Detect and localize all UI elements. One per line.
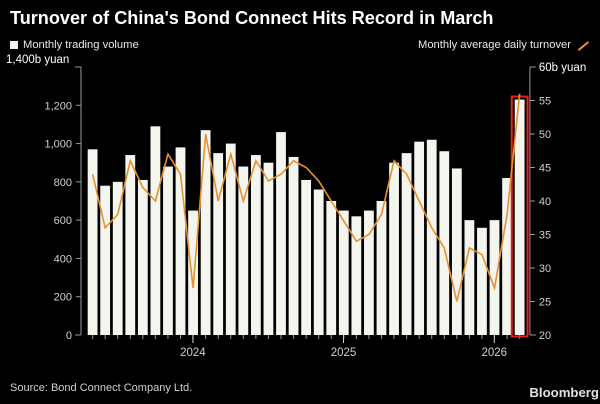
svg-text:0: 0 <box>66 330 72 342</box>
svg-text:50: 50 <box>539 129 551 141</box>
svg-text:600: 600 <box>54 215 72 227</box>
svg-text:20: 20 <box>539 330 551 342</box>
svg-text:1,400b yuan: 1,400b yuan <box>6 54 69 66</box>
svg-text:45: 45 <box>539 163 551 175</box>
svg-text:2026: 2026 <box>482 347 508 359</box>
svg-text:25: 25 <box>539 297 551 309</box>
svg-text:1,000: 1,000 <box>44 139 72 151</box>
svg-text:1,200: 1,200 <box>44 100 72 112</box>
svg-text:2025: 2025 <box>331 347 357 359</box>
svg-text:800: 800 <box>54 177 72 189</box>
svg-text:35: 35 <box>539 230 551 242</box>
svg-text:400: 400 <box>54 253 72 265</box>
svg-text:200: 200 <box>54 292 72 304</box>
svg-text:30: 30 <box>539 263 551 275</box>
svg-text:2024: 2024 <box>180 347 206 359</box>
svg-text:40: 40 <box>539 196 551 208</box>
svg-text:60b yuan: 60b yuan <box>539 62 586 74</box>
svg-text:55: 55 <box>539 96 551 108</box>
